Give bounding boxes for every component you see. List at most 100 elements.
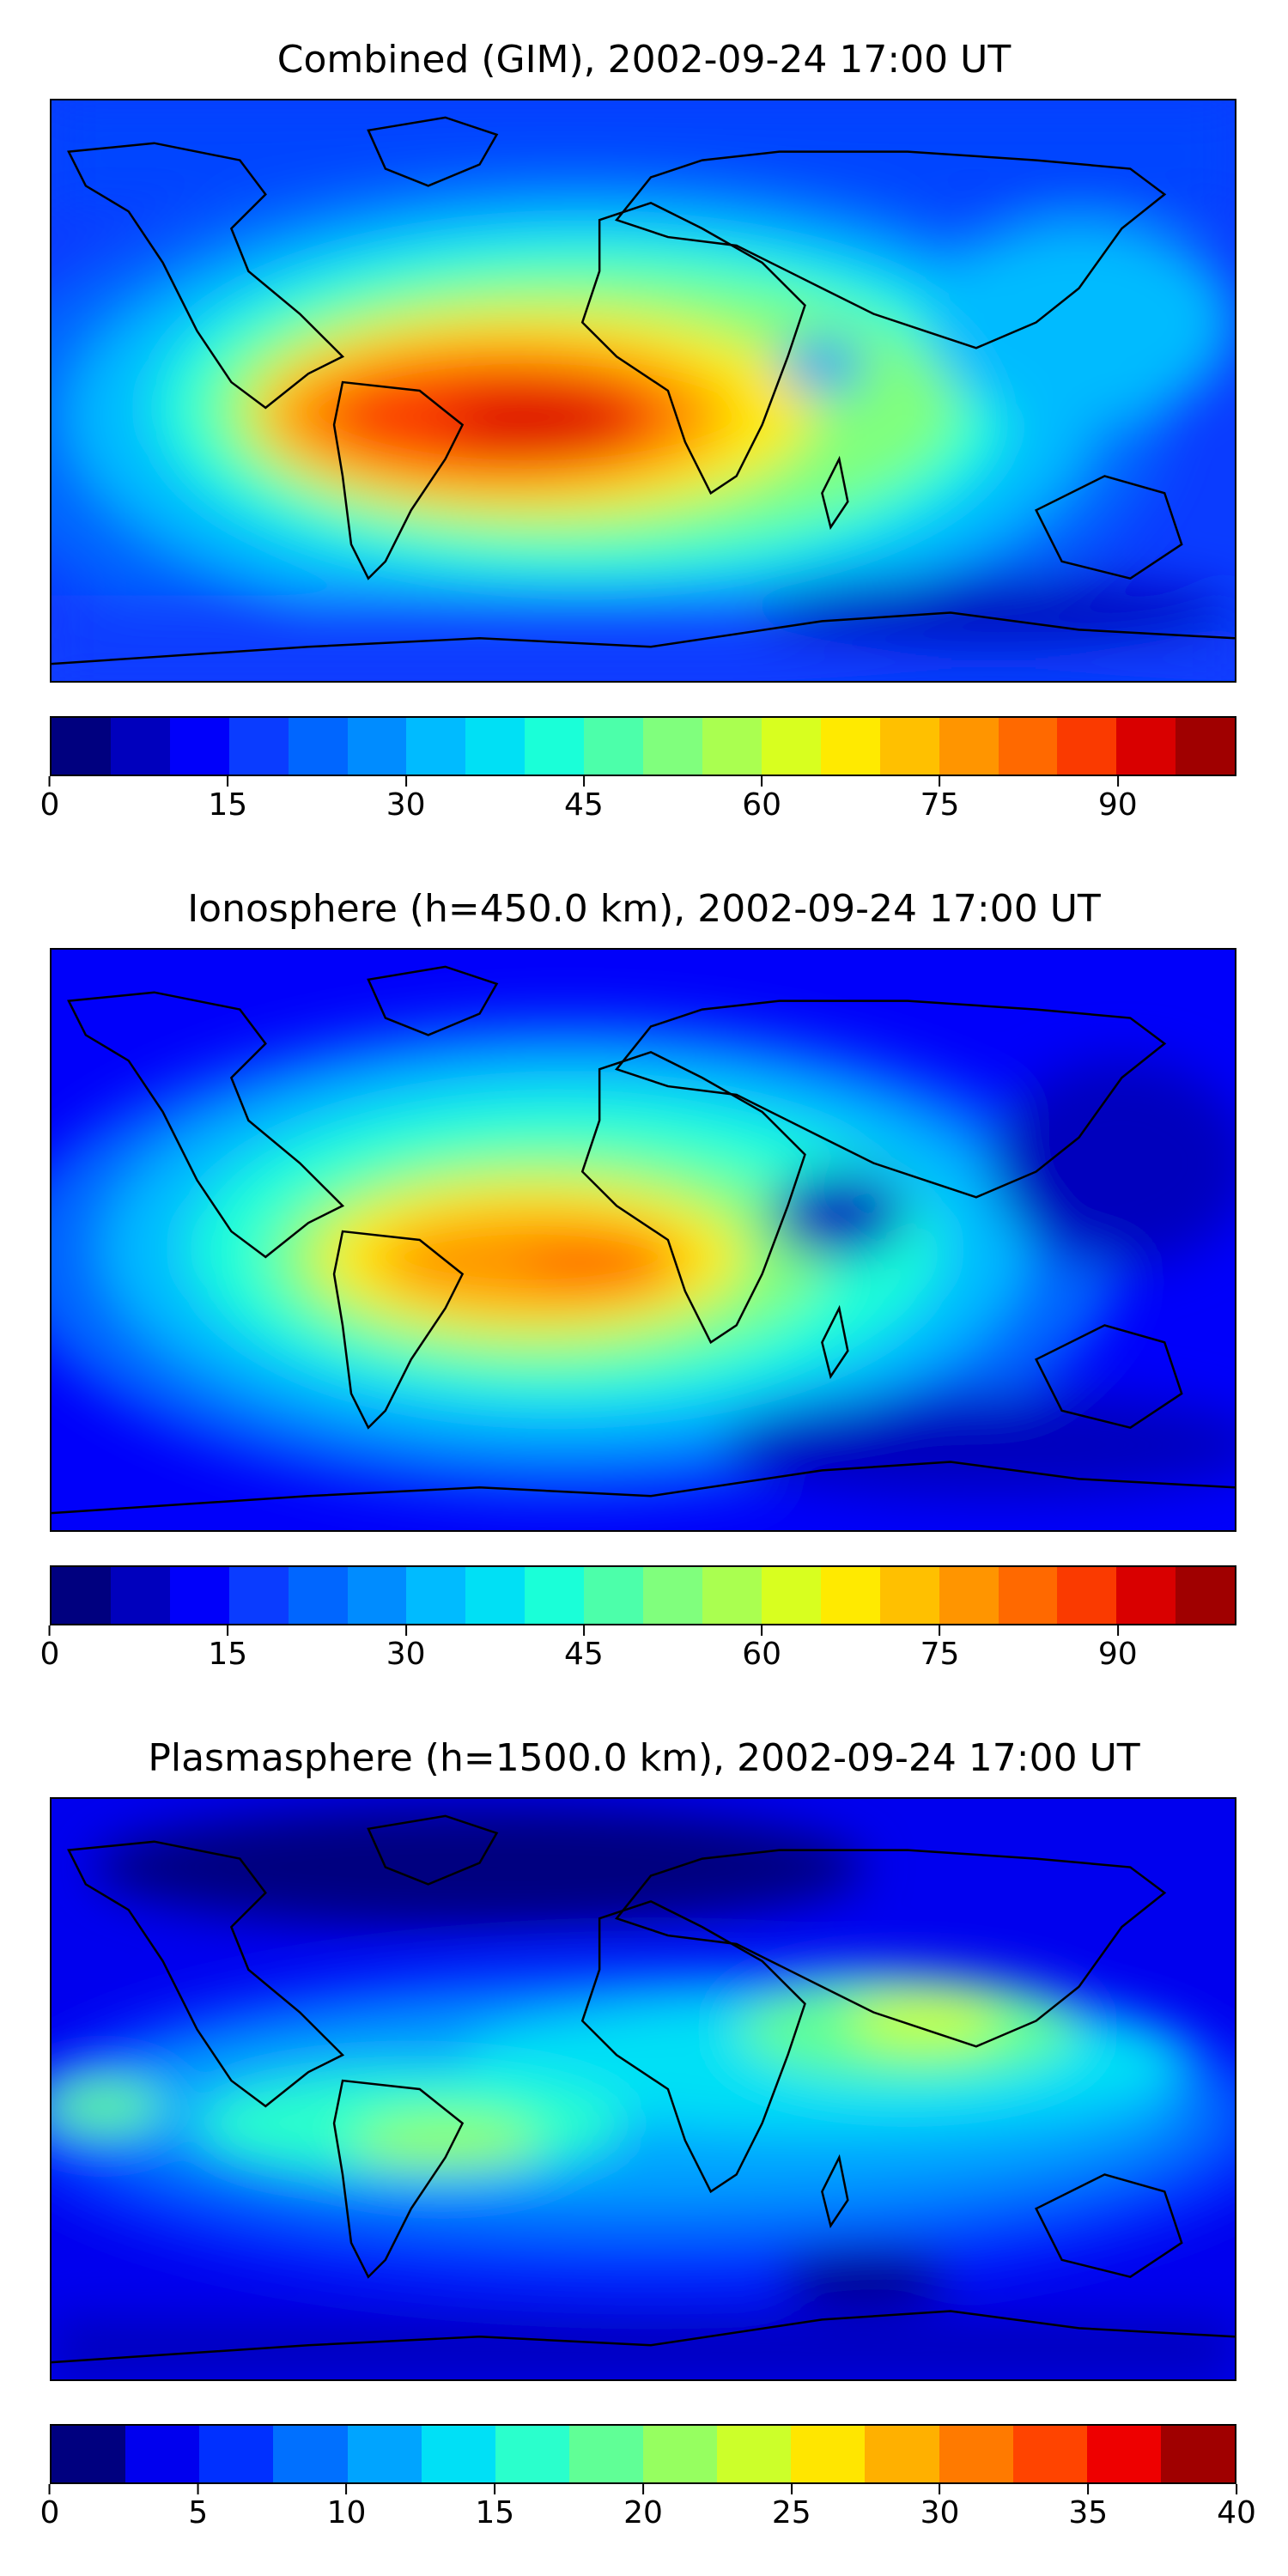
- colorbar-tick: 75: [920, 1625, 960, 1674]
- colorbar-segment: [702, 718, 762, 775]
- colorbar-segment: [347, 2426, 422, 2482]
- colorbar-segment: [1086, 2426, 1161, 2482]
- colorbar-segment: [125, 2426, 200, 2482]
- colorbar-segment: [52, 2426, 126, 2482]
- colorbar-ticks-combined: 0 15 30 45 60 75 90: [40, 776, 1236, 828]
- colorbar-tick: 15: [208, 1625, 247, 1674]
- colorbar-segment: [1057, 718, 1117, 775]
- colorbar-segment: [228, 718, 289, 775]
- coastlines-combined: [52, 116, 1235, 665]
- colorbar-tick: 0: [39, 2484, 60, 2532]
- map-svg-ionosphere: [52, 950, 1235, 1530]
- colorbar-tick-label: 0: [39, 787, 60, 823]
- colorbar-segment: [421, 2426, 495, 2482]
- colorbar-segment: [52, 1567, 111, 1624]
- colorbar-tick-label: 75: [920, 1637, 960, 1672]
- colorbar-segment: [939, 1567, 999, 1624]
- colorbar-tick-label: 5: [188, 2495, 209, 2530]
- colorbar-tick: 15: [208, 776, 247, 824]
- colorbar-tick-label: 10: [326, 2495, 367, 2530]
- coastlines-plasmasphere: [52, 1814, 1235, 2364]
- colorbar-tick: 60: [742, 776, 781, 824]
- colorbar-segment: [347, 718, 407, 775]
- colorbar-tick: 25: [772, 2484, 811, 2532]
- colorbar-tick: 30: [386, 1625, 426, 1674]
- colorbar-segment: [879, 1567, 939, 1624]
- colorbar-tick-label: 45: [563, 1637, 604, 1672]
- colorbar-tick-label: 15: [475, 2495, 515, 2530]
- colorbar-segment: [998, 718, 1058, 775]
- colorbar-tick: 40: [1217, 2484, 1256, 2532]
- colorbar-segment: [761, 718, 821, 775]
- colorbar-segment: [1176, 1567, 1236, 1624]
- colorbar-tick: 15: [475, 2484, 514, 2532]
- colorbar-tick: 75: [920, 776, 960, 824]
- colorbar-segment: [791, 2426, 866, 2482]
- map-ionosphere: [50, 948, 1236, 1532]
- colorbar-segment: [1116, 1567, 1176, 1624]
- colorbar-tick: 45: [564, 776, 604, 824]
- colorbar-segment: [702, 1567, 762, 1624]
- colorbar-segment: [495, 2426, 569, 2482]
- colorbar-segment: [1012, 2426, 1087, 2482]
- colorbar-segment: [643, 2426, 718, 2482]
- colorbar-ticks-plasmasphere: 0 5 10 15 20 25 30 35 40: [40, 2484, 1256, 2536]
- colorbar-segment: [525, 718, 585, 775]
- colorbar-segment: [273, 2426, 348, 2482]
- colorbar-segment: [347, 1567, 407, 1624]
- colorbar-segment: [406, 718, 466, 775]
- map-combined: [50, 99, 1236, 683]
- colorbar-tick-label: 35: [1068, 2495, 1109, 2530]
- colorbar-tick-label: 0: [39, 2495, 60, 2530]
- colorbar-segment: [288, 718, 348, 775]
- colorbar-combined: [50, 716, 1236, 776]
- colorbar-segment: [879, 718, 939, 775]
- colorbar-tick-label: 15: [208, 787, 248, 823]
- colorbar-segment: [525, 1567, 585, 1624]
- colorbar-segment: [820, 1567, 880, 1624]
- colorbar-tick-label: 90: [1097, 787, 1138, 823]
- colorbar-segment: [643, 718, 702, 775]
- colorbar-segment: [643, 1567, 702, 1624]
- colorbar-tick: 45: [564, 1625, 604, 1674]
- colorbar-segment: [406, 1567, 466, 1624]
- colorbar-segment: [939, 718, 999, 775]
- colorbar-tick-label: 30: [920, 2495, 960, 2530]
- colorbar-tick: 0: [40, 1625, 59, 1674]
- colorbar-segment: [717, 2426, 792, 2482]
- colorbar-segment: [820, 718, 880, 775]
- colorbar-tick: 60: [742, 1625, 781, 1674]
- colorbar-tick: 90: [1098, 1625, 1138, 1674]
- colorbar-plasmasphere: [50, 2424, 1236, 2484]
- colorbar-segment: [110, 718, 170, 775]
- colorbar-segment: [1057, 1567, 1117, 1624]
- colorbar-tick-label: 75: [920, 787, 960, 823]
- map-svg-combined: [52, 100, 1235, 681]
- colorbar-segment: [584, 1567, 644, 1624]
- colorbar-tick-label: 60: [742, 787, 782, 823]
- colorbar-tick-label: 20: [623, 2495, 663, 2530]
- panel-title-combined: Combined (GIM), 2002-09-24 17:00 UT: [276, 38, 1012, 82]
- colorbar-tick-label: 25: [771, 2495, 811, 2530]
- colorbar-ticks-ionosphere: 0 15 30 45 60 75 90: [40, 1625, 1236, 1677]
- colorbar-tick-label: 15: [208, 1637, 248, 1672]
- colorbar-tick: 90: [1098, 776, 1138, 824]
- colorbar-tick-label: 40: [1217, 2495, 1256, 2530]
- colorbar-segment: [761, 1567, 821, 1624]
- colorbar-segment: [568, 2426, 643, 2482]
- colorbar-ionosphere: [50, 1565, 1236, 1625]
- colorbar-tick: 10: [326, 2484, 367, 2532]
- colorbar-tick: 30: [386, 776, 426, 824]
- colorbar-segment: [1176, 718, 1236, 775]
- colorbar-segment: [228, 1567, 289, 1624]
- colorbar-segment: [288, 1567, 348, 1624]
- colorbar-segment: [939, 2426, 1013, 2482]
- panel-title-plasmasphere: Plasmasphere (h=1500.0 km), 2002-09-24 1…: [148, 1736, 1140, 1780]
- coastlines-ionosphere: [52, 965, 1235, 1515]
- colorbar-tick: 20: [623, 2484, 663, 2532]
- colorbar-segment: [998, 1567, 1058, 1624]
- colorbar-segment: [110, 1567, 170, 1624]
- colorbar-tick-label: 60: [742, 1637, 782, 1672]
- colorbar-segment: [584, 718, 644, 775]
- colorbar-segment: [169, 718, 229, 775]
